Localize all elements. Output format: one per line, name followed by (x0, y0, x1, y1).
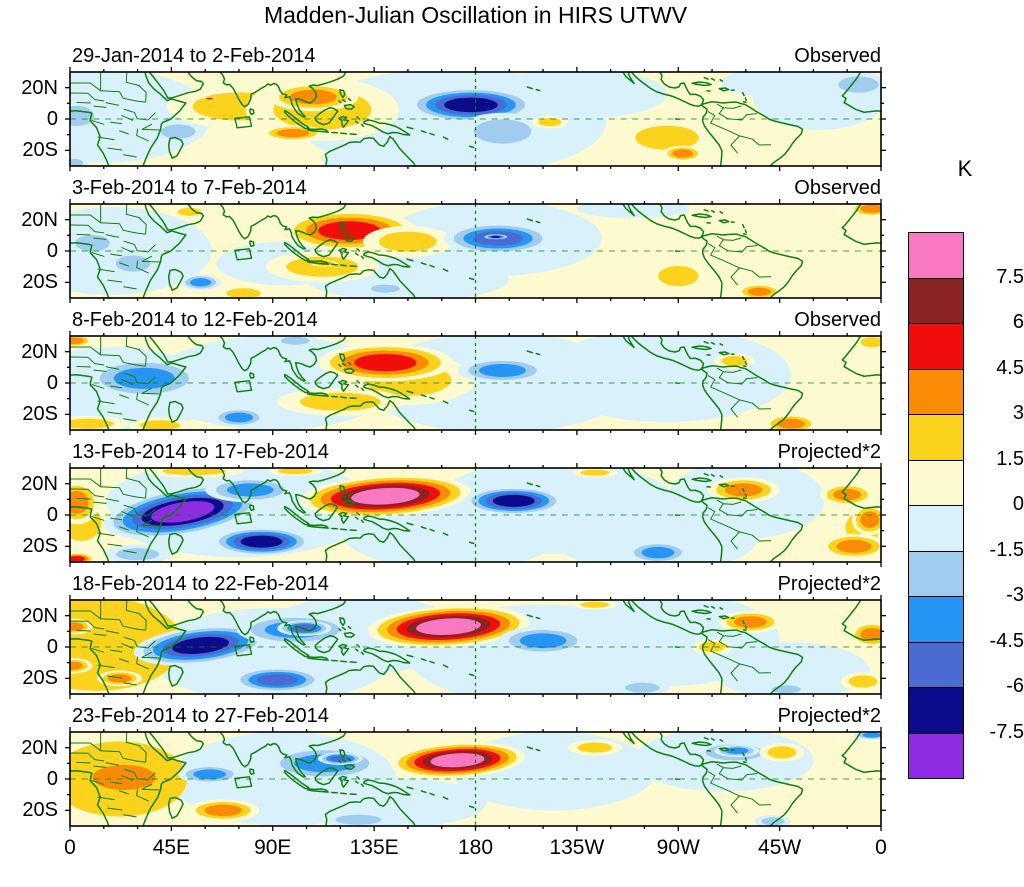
y-axis-tick-label: 0 (46, 240, 58, 262)
y-axis-tick-label: 0 (46, 504, 58, 526)
panel-header-1: 29-Jan-2014 to 2-Feb-2014 Observed (70, 38, 881, 68)
y-axis-tick-label: 20N (21, 340, 58, 363)
colorbar-tick-label: 3 (1012, 402, 1024, 424)
panel-source-badge: Observed (794, 177, 881, 199)
figure-title: Madden-Julian Oscillation in HIRS UTWV (263, 2, 688, 28)
colorbar-tick-label: 7.5 (996, 265, 1024, 288)
colorbar-cell (908, 368, 964, 415)
coastlines (70, 72, 881, 166)
colorbar-cell (908, 641, 964, 688)
y-axis-tick-label: 20N (21, 736, 58, 759)
panel-source-badge: Projected*2 (777, 441, 881, 463)
colorbar-cell (908, 459, 964, 506)
country-borders (70, 204, 771, 289)
panel-period: 18-Feb-2014 to 22-Feb-2014 (72, 573, 329, 595)
panel-source-badge: Observed (794, 45, 881, 67)
x-axis-tick-label: 135E (349, 836, 399, 859)
colorbar-cell (908, 232, 964, 279)
colorbar-tick-label: -4.5 (989, 629, 1024, 652)
colorbar-unit-label: K (957, 156, 973, 181)
panel-source-badge: Projected*2 (777, 573, 881, 595)
coastlines (70, 336, 881, 430)
y-axis-tick-label: 0 (46, 768, 58, 790)
x-axis-tick-label: 90W (656, 836, 700, 859)
coastlines (70, 204, 881, 298)
x-axis-tick-label: 135W (549, 836, 605, 859)
colorbar-tick-label: 0 (1012, 493, 1024, 515)
panel-header-5: 18-Feb-2014 to 22-Feb-2014 Projected*2 (70, 566, 881, 596)
colorbar-tick-label: -7.5 (989, 720, 1024, 743)
panel-period: 13-Feb-2014 to 17-Feb-2014 (72, 441, 329, 463)
colorbar-cell (908, 323, 964, 370)
coastlines (70, 732, 881, 826)
panel-period: 3-Feb-2014 to 7-Feb-2014 (72, 177, 307, 199)
panel-header-4: 13-Feb-2014 to 17-Feb-2014 Projected*2 (70, 434, 881, 464)
colorbar-cell (908, 732, 964, 779)
coastlines (70, 468, 881, 562)
y-axis-tick-label: 0 (46, 372, 58, 394)
map-panel-6 (65, 727, 886, 831)
panel-period: 23-Feb-2014 to 27-Feb-2014 (72, 705, 329, 727)
colorbar-cell (908, 687, 964, 734)
x-axis-tick-label: 180 (457, 836, 494, 859)
y-axis-tick-label: 20S (22, 667, 58, 690)
map-panel-3 (65, 331, 886, 435)
study-region-box (235, 249, 252, 260)
study-region-box (235, 777, 252, 788)
colorbar-tick-label: -3 (1006, 584, 1024, 606)
colorbar-tick-label: 4.5 (996, 356, 1024, 379)
panel-period: 29-Jan-2014 to 2-Feb-2014 (72, 45, 316, 67)
country-borders (70, 72, 771, 157)
study-region-box (235, 381, 252, 392)
colorbar-tick-label: -6 (1006, 675, 1024, 697)
y-axis-tick-label: 20S (22, 799, 58, 822)
y-axis-tick-label: 0 (46, 108, 58, 130)
colorbar-tick-label: 6 (1012, 311, 1024, 333)
panel-header-6: 23-Feb-2014 to 27-Feb-2014 Projected*2 (70, 698, 881, 728)
colorbar-tick-label: -1.5 (989, 538, 1024, 561)
study-region-box (235, 645, 252, 656)
country-borders (70, 732, 771, 817)
colorbar-cell (908, 550, 964, 597)
x-axis-tick-label: 0 (875, 836, 887, 859)
panel-header-2: 3-Feb-2014 to 7-Feb-2014 Observed (70, 170, 881, 200)
x-axis-tick-label: 45E (152, 836, 191, 859)
colorbar-cell (908, 277, 964, 324)
colorbar-cell (908, 414, 964, 461)
study-region-box (235, 117, 252, 128)
y-axis-tick-label: 20S (22, 535, 58, 558)
y-axis-tick-label: 20S (22, 271, 58, 294)
y-axis-tick-label: 20S (22, 403, 58, 426)
map-panel-2 (65, 199, 886, 303)
map-panel-1 (65, 67, 886, 171)
colorbar-cell (908, 505, 964, 552)
panel-period: 8-Feb-2014 to 12-Feb-2014 (72, 309, 318, 331)
y-axis-tick-label: 20N (21, 472, 58, 495)
x-axis-tick-label: 45W (758, 836, 802, 859)
x-axis-tick-label: 90E (254, 836, 292, 859)
y-axis-tick-label: 20N (21, 76, 58, 99)
map-panel-4 (65, 463, 886, 567)
country-borders (70, 600, 771, 685)
y-axis-tick-label: 20N (21, 604, 58, 627)
coastlines (70, 600, 881, 694)
colorbar-tick-label: 1.5 (996, 447, 1024, 470)
panel-source-badge: Projected*2 (777, 705, 881, 727)
x-axis-tick-label: 0 (64, 836, 76, 859)
y-axis-tick-label: 0 (46, 636, 58, 658)
study-region-box (235, 513, 252, 524)
panel-header-3: 8-Feb-2014 to 12-Feb-2014 Observed (70, 302, 881, 332)
y-axis-tick-label: 20S (22, 139, 58, 162)
colorbar-cell (908, 596, 964, 643)
country-borders (70, 468, 771, 553)
panel-source-badge: Observed (794, 309, 881, 331)
map-panel-5 (65, 595, 886, 699)
y-axis-tick-label: 20N (21, 208, 58, 231)
country-borders (70, 336, 771, 421)
